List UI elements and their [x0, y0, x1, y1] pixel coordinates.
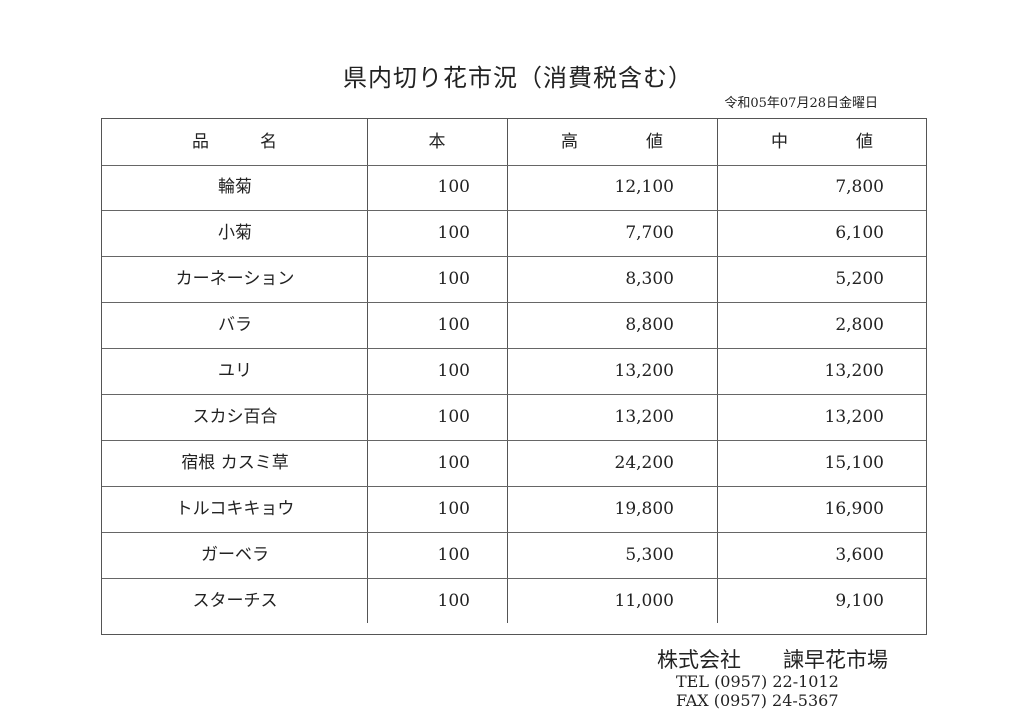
cell-count: 100: [437, 453, 470, 473]
tel-number: TEL (0957) 22-1012: [676, 672, 839, 691]
table-row: スカシ百合 100 13,200 13,200: [102, 394, 926, 441]
cell-mid: 13,200: [824, 361, 884, 381]
contact-info: TEL (0957) 22-1012 FAX (0957) 24-5367: [676, 672, 839, 710]
cell-high: 5,300: [625, 545, 674, 565]
cell-high: 19,800: [614, 499, 674, 519]
table-row: 小菊 100 7,700 6,100: [102, 210, 926, 257]
cell-high: 8,800: [625, 315, 674, 335]
cell-high: 24,200: [614, 453, 674, 473]
cell-mid: 9,100: [835, 591, 884, 611]
cell-mid: 16,900: [824, 499, 884, 519]
column-divider: [367, 119, 368, 623]
cell-count: 100: [437, 407, 470, 427]
company-title: 諫早花市場: [783, 648, 888, 672]
cell-name: カーネーション: [175, 269, 295, 289]
table-row: ユリ 100 13,200 13,200: [102, 348, 926, 395]
table-row: スターチス 100 11,000 9,100: [102, 578, 926, 624]
header-high: 高 値: [561, 132, 663, 152]
cell-count: 100: [437, 223, 470, 243]
table-row: トルコキキョウ 100 19,800 16,900: [102, 486, 926, 533]
cell-high: 7,700: [625, 223, 674, 243]
cell-name: 小菊: [218, 223, 252, 243]
table-row: カーネーション 100 8,300 5,200: [102, 256, 926, 303]
cell-mid: 2,800: [835, 315, 884, 335]
cell-mid: 3,600: [835, 545, 884, 565]
company-type: 株式会社: [657, 648, 741, 672]
cell-high: 13,200: [614, 407, 674, 427]
header-mid: 中 値: [771, 132, 873, 152]
cell-high: 13,200: [614, 361, 674, 381]
cell-mid: 6,100: [835, 223, 884, 243]
cell-name: スカシ百合: [192, 407, 278, 427]
price-table: 品 名 本 高 値 中 値 輪菊 100 12,100 7,800 小菊 100 7,700…: [101, 118, 927, 635]
cell-name: 輪菊: [218, 177, 252, 197]
page-title: 県内切り花市況（消費税含む）: [343, 64, 693, 92]
report-date: 令和05年07月28日金曜日: [724, 96, 878, 111]
cell-count: 100: [437, 269, 470, 289]
cell-name: トルコキキョウ: [175, 499, 295, 519]
header-count: 本: [428, 132, 446, 152]
cell-count: 100: [437, 315, 470, 335]
table-row: 輪菊 100 12,100 7,800: [102, 164, 926, 211]
cell-count: 100: [437, 177, 470, 197]
table-row: 宿根 カスミ草 100 24,200 15,100: [102, 440, 926, 487]
cell-count: 100: [437, 361, 470, 381]
company-name: 株式会社 諫早花市場: [657, 644, 888, 674]
cell-count: 100: [437, 591, 470, 611]
table-row: ガーベラ 100 5,300 3,600: [102, 532, 926, 579]
cell-mid: 5,200: [835, 269, 884, 289]
cell-name: ガーベラ: [201, 545, 269, 565]
cell-name: ユリ: [218, 361, 252, 381]
cell-high: 12,100: [614, 177, 674, 197]
cell-mid: 13,200: [824, 407, 884, 427]
cell-count: 100: [437, 499, 470, 519]
cell-high: 11,000: [614, 591, 674, 611]
fax-number: FAX (0957) 24-5367: [676, 691, 839, 710]
column-divider: [507, 119, 508, 623]
cell-mid: 15,100: [824, 453, 884, 473]
table-header: 品 名 本 高 値 中 値: [102, 119, 926, 166]
table-row: バラ 100 8,800 2,800: [102, 302, 926, 349]
cell-name: 宿根 カスミ草: [181, 453, 289, 473]
cell-high: 8,300: [625, 269, 674, 289]
cell-name: バラ: [218, 315, 252, 335]
cell-mid: 7,800: [835, 177, 884, 197]
cell-count: 100: [437, 545, 470, 565]
column-divider: [717, 119, 718, 623]
header-name: 品 名: [192, 132, 277, 152]
cell-name: スターチス: [192, 591, 278, 611]
